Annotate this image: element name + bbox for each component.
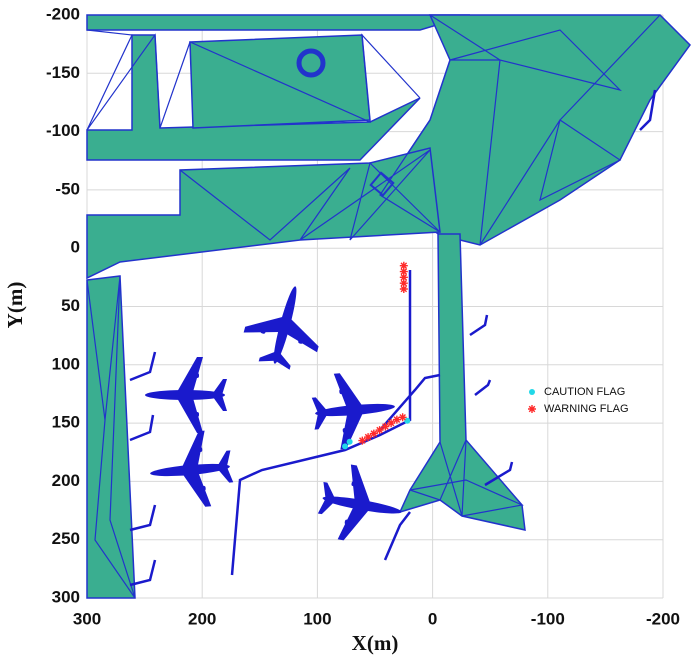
x-axis-title: X(m) bbox=[352, 631, 399, 655]
y-tick-label: -50 bbox=[55, 179, 80, 198]
legend-label: WARNING FLAG bbox=[544, 403, 629, 415]
y-tick-label: 200 bbox=[52, 471, 80, 490]
y-tick-label: 50 bbox=[61, 296, 80, 315]
caution-flag bbox=[342, 443, 348, 449]
y-tick-label: 300 bbox=[52, 587, 80, 606]
caution-flag bbox=[404, 418, 410, 424]
y-axis-title: Y(m) bbox=[3, 282, 27, 329]
y-tick-label: -100 bbox=[46, 121, 80, 140]
legend-marker bbox=[528, 405, 536, 413]
chart: 300 200 100 0 -100 -200 -200 -150 -100 -50 0 50 100 1… bbox=[0, 0, 694, 661]
x-tick-label: 100 bbox=[303, 609, 331, 628]
x-tick-label: 300 bbox=[73, 609, 101, 628]
y-tick-label: 250 bbox=[52, 529, 80, 548]
warning-flag bbox=[400, 285, 408, 293]
legend-marker bbox=[529, 389, 535, 395]
y-tick-label: -200 bbox=[46, 4, 80, 23]
x-tick-label: 0 bbox=[428, 609, 437, 628]
x-tick-label: -100 bbox=[531, 609, 565, 628]
legend-label: CAUTION FLAG bbox=[544, 386, 625, 398]
caution-flag bbox=[347, 439, 353, 445]
x-tick-label: 200 bbox=[188, 609, 216, 628]
y-tick-label: 150 bbox=[52, 413, 80, 432]
y-tick-label: 0 bbox=[71, 238, 80, 257]
warning-flag bbox=[399, 413, 407, 421]
y-tick-label: -150 bbox=[46, 63, 80, 82]
y-tick-label: 100 bbox=[52, 354, 80, 373]
building bbox=[87, 15, 470, 30]
x-tick-label: -200 bbox=[646, 609, 680, 628]
